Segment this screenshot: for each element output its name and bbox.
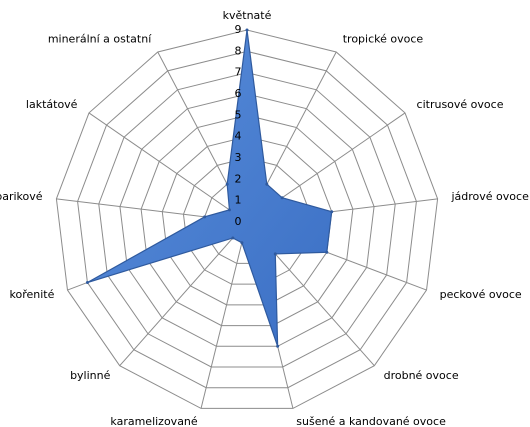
radar-vertex bbox=[276, 344, 280, 348]
category-label: citrusové ovoce bbox=[417, 98, 504, 111]
category-label: drobné ovoce bbox=[384, 369, 459, 382]
grid-ring bbox=[98, 72, 396, 368]
r-tick-label: 0 bbox=[235, 215, 242, 228]
radar-area bbox=[87, 29, 333, 347]
grid-spoke bbox=[88, 112, 248, 223]
radar-vertex bbox=[280, 196, 284, 200]
radar-vertex bbox=[325, 250, 329, 254]
category-label: peckové ovoce bbox=[440, 288, 522, 301]
radar-vertex bbox=[231, 236, 235, 240]
grid-ring bbox=[55, 29, 439, 409]
grid-ring bbox=[182, 157, 312, 285]
category-label: tropické ovoce bbox=[343, 33, 424, 46]
radar-vertex bbox=[245, 28, 249, 32]
category-label: kořenité bbox=[10, 288, 55, 301]
radar-vertex bbox=[330, 210, 334, 214]
r-tick-label: 6 bbox=[235, 87, 242, 100]
grid-ring bbox=[140, 114, 354, 327]
r-tick-label: 8 bbox=[235, 44, 242, 57]
category-label: karamelizované bbox=[110, 415, 198, 427]
radar-vertex bbox=[203, 215, 207, 219]
r-tick-label: 7 bbox=[235, 66, 242, 79]
category-label: minerální a ostatní bbox=[48, 33, 152, 46]
radar-vertex bbox=[240, 241, 244, 245]
radar-vertex bbox=[227, 208, 231, 212]
radar-vertex bbox=[273, 252, 277, 256]
grid-spoke bbox=[119, 221, 248, 367]
category-label: barikové bbox=[0, 190, 43, 203]
r-tick-label: 1 bbox=[235, 194, 242, 207]
category-label: laktátové bbox=[26, 98, 78, 111]
category-label: jádrové ovoce bbox=[450, 190, 529, 203]
radar-vertex bbox=[265, 182, 269, 186]
category-label: bylinné bbox=[70, 369, 111, 382]
r-tick-label: 2 bbox=[235, 172, 242, 185]
r-tick-label: 4 bbox=[235, 130, 242, 143]
grid-ring bbox=[161, 136, 333, 306]
category-label: sušené a kandované ovoce bbox=[296, 415, 446, 427]
category-label: květnaté bbox=[223, 9, 272, 22]
grid-ring bbox=[119, 93, 375, 347]
r-tick-label: 5 bbox=[235, 108, 242, 121]
grid-spoke bbox=[200, 221, 248, 409]
grid-ring bbox=[77, 50, 417, 389]
radar-vertex bbox=[85, 281, 89, 285]
r-tick-label: 3 bbox=[235, 151, 242, 164]
radar-vertex bbox=[225, 182, 229, 186]
r-tick-label: 9 bbox=[235, 23, 242, 36]
